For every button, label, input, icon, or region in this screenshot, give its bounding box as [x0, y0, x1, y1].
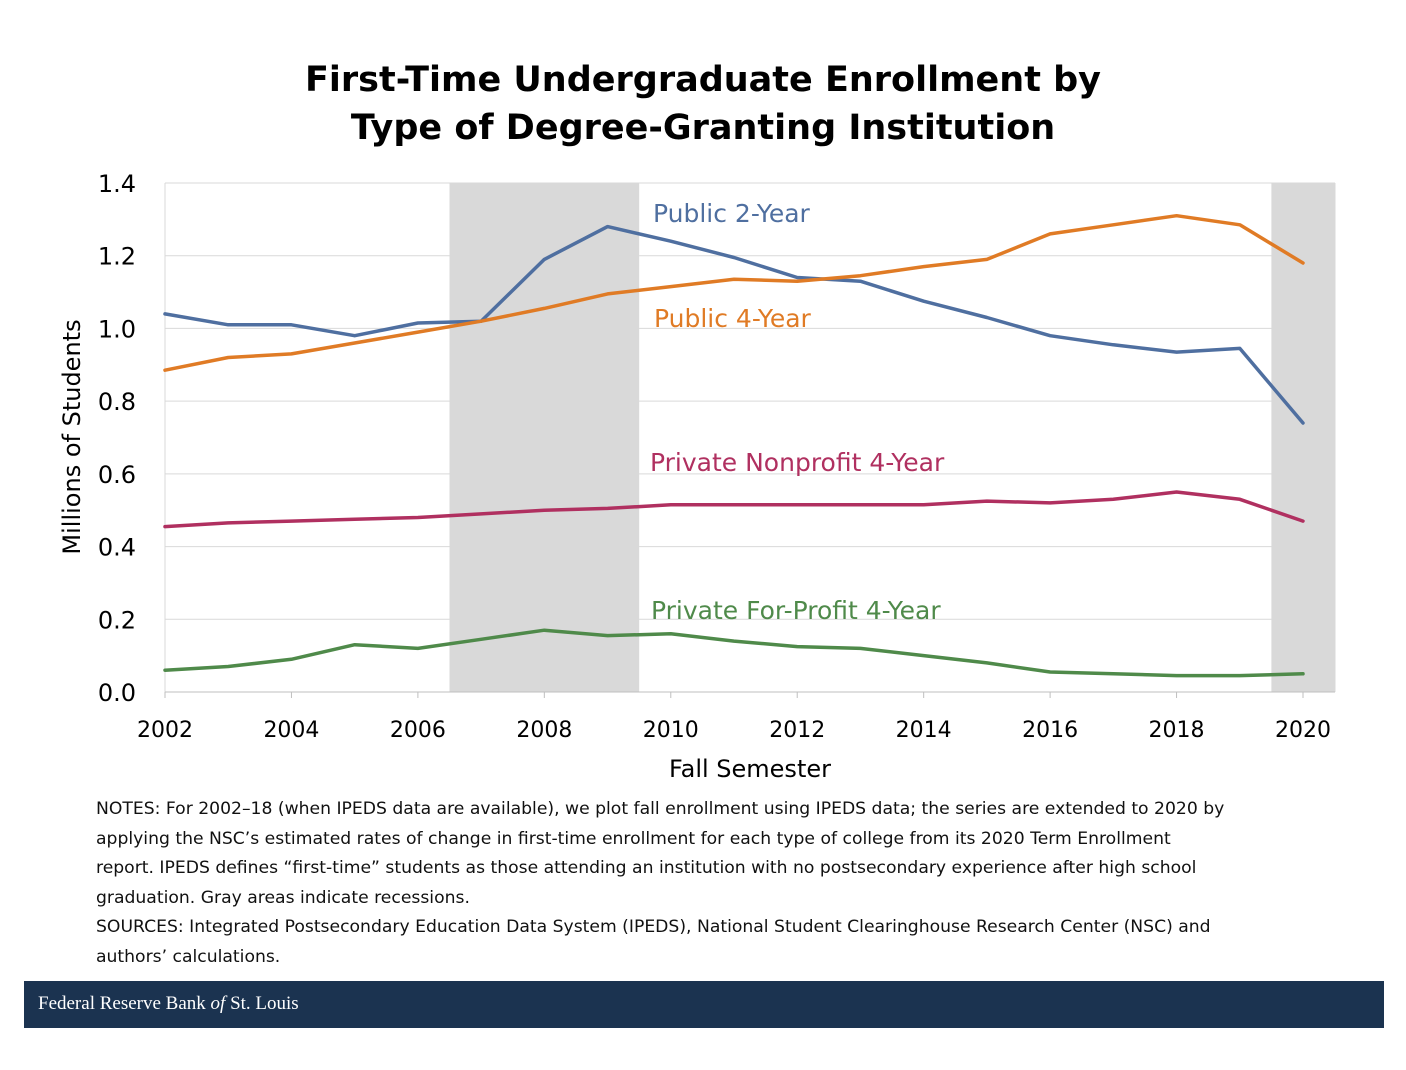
series-line-1: [163, 213, 1305, 372]
x-axis-label: Fall Semester: [669, 755, 831, 783]
series-label-1: Public 4-Year: [654, 304, 812, 333]
y-tick-label: 0.2: [98, 606, 136, 634]
chart-title-line-2: Type of Degree-Granting Institution: [350, 108, 1056, 148]
series-label-0: Public 2-Year: [653, 199, 811, 228]
sources-line: SOURCES: Integrated Postsecondary Educat…: [96, 917, 1211, 937]
chart-title-line-1: First-Time Undergraduate Enrollment by: [305, 60, 1101, 100]
notes-line: graduation. Gray areas indicate recessio…: [96, 887, 470, 908]
x-tick-label: 2002: [137, 718, 193, 743]
recession-band: [1271, 183, 1335, 692]
y-tick-label: 0.4: [98, 534, 136, 562]
series-label-2: Private Nonprofit 4-Year: [650, 448, 945, 477]
x-tick-label: 2016: [1022, 718, 1078, 743]
footer-bar: Federal Reserve Bank of St. Louis: [24, 981, 1384, 1028]
x-tick-label: 2012: [769, 718, 825, 743]
y-tick-label: 1.0: [98, 315, 136, 343]
footer-brand: Federal Reserve Bank of St. Louis: [38, 993, 299, 1014]
y-tick-label: 0.6: [98, 461, 136, 489]
notes-line: NOTES: For 2002–18 (when IPEDS data are …: [96, 799, 1225, 819]
x-tick-label: 2008: [516, 718, 572, 743]
series-labels: Public 2-Year Public 4-Year Private Nonpro…: [650, 199, 945, 625]
y-axis-label: Millions of Students: [58, 319, 86, 554]
y-tick-label: 0.0: [98, 679, 136, 707]
series-line-0: [163, 224, 1305, 425]
y-tick-label: 1.4: [98, 170, 136, 198]
series-lines: [163, 213, 1305, 678]
x-tick-label: 2006: [390, 718, 446, 743]
chart-title: First-Time Undergraduate Enrollment by T…: [0, 56, 1406, 152]
x-tick-label: 2014: [896, 718, 952, 743]
line-chart: 0.0 0.2 0.4 0.6 0.8 1.0 1.2 1.4 2002 2004 2006 2008…: [58, 170, 1336, 783]
y-tick-label: 1.2: [98, 243, 136, 271]
notes-line: report. IPEDS defines “first-time” stude…: [96, 858, 1197, 878]
axes: 0.0 0.2 0.4 0.6 0.8 1.0 1.2 1.4 2002 2004 2006 2008…: [98, 170, 1335, 743]
x-tick-label: 2020: [1275, 718, 1331, 743]
x-tick-label: 2018: [1149, 718, 1205, 743]
recession-band: [449, 183, 640, 692]
series-line-2: [163, 490, 1305, 529]
series-line-3: [163, 628, 1305, 678]
sources-line: authors’ calculations.: [96, 946, 281, 967]
notes-line: applying the NSC’s estimated rates of ch…: [96, 828, 1171, 849]
chart-notes: NOTES: For 2002–18 (when IPEDS data are …: [96, 795, 1366, 972]
series-label-3: Private For-Profit 4-Year: [651, 596, 941, 625]
x-tick-label: 2010: [643, 718, 699, 743]
y-tick-label: 0.8: [98, 388, 136, 416]
recession-shading-layer: [449, 183, 1335, 692]
x-tick-label: 2004: [263, 718, 319, 743]
